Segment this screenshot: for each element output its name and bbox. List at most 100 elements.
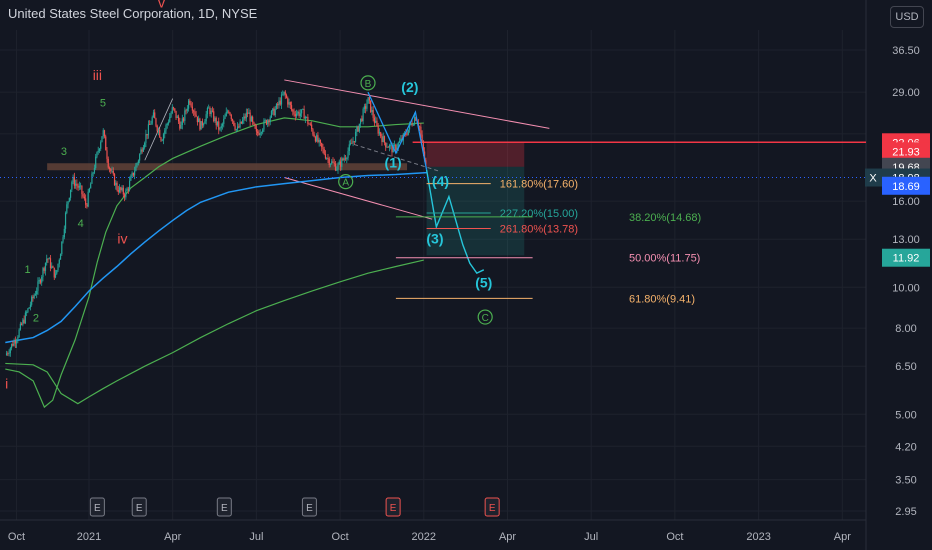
candle-body xyxy=(160,137,162,141)
candle-body xyxy=(22,319,24,325)
candle-body xyxy=(318,139,320,143)
candle-body xyxy=(225,111,227,117)
candle-body xyxy=(43,268,45,271)
candle-body xyxy=(39,280,42,283)
candle-body xyxy=(309,124,311,126)
candle-body xyxy=(322,147,324,150)
candle-body xyxy=(273,108,275,116)
candle-body xyxy=(63,228,65,238)
fib-level-label: 38.20%(14.68) xyxy=(629,212,701,224)
candle-body xyxy=(334,163,337,171)
candle-body xyxy=(295,113,298,117)
candle-body xyxy=(177,116,180,122)
candle-body xyxy=(269,117,271,123)
candle-body xyxy=(250,116,252,122)
candle-body xyxy=(13,340,15,346)
candle-body xyxy=(101,136,103,143)
candle-body xyxy=(54,273,57,278)
candle-body xyxy=(228,111,230,113)
candle-body xyxy=(62,237,64,242)
candle-body xyxy=(9,348,11,354)
wave-label: 2 xyxy=(33,312,39,324)
candle-body xyxy=(26,312,28,313)
candle-body xyxy=(383,136,386,143)
candle-body xyxy=(67,201,69,205)
candle-body xyxy=(241,119,244,124)
candle-body xyxy=(176,116,178,118)
candle-body xyxy=(393,144,396,146)
candle-body xyxy=(73,176,75,186)
candle-body xyxy=(314,136,317,142)
earnings-marker xyxy=(89,497,105,517)
candle-body xyxy=(316,135,318,142)
candle-body xyxy=(111,170,113,172)
candle-body xyxy=(142,147,145,152)
wave-label: (1) xyxy=(385,155,402,171)
candle-body xyxy=(289,102,291,106)
candle-body xyxy=(161,140,163,142)
candle-body xyxy=(72,176,74,183)
time-tick-label: 2022 xyxy=(412,531,436,543)
candle-body xyxy=(200,121,202,130)
price-tick-label: 16.00 xyxy=(892,196,920,208)
candle-body xyxy=(321,142,323,148)
candle-body xyxy=(36,290,38,295)
candle-body xyxy=(205,114,207,122)
candle-body xyxy=(351,142,353,144)
fib-level-label: 61.80%(9.41) xyxy=(629,293,695,305)
candle-body xyxy=(218,121,220,130)
candle-body xyxy=(221,123,224,126)
candle-body xyxy=(118,187,121,193)
candle-body xyxy=(52,266,54,268)
candle-body xyxy=(406,134,408,136)
earnings-marker-label: E xyxy=(221,503,228,514)
candle-body xyxy=(328,158,330,166)
candle-body xyxy=(188,100,190,109)
candle-body xyxy=(337,164,339,170)
candle-body xyxy=(370,100,372,113)
candle-body xyxy=(349,142,352,145)
candle-body xyxy=(203,123,205,126)
candle-body xyxy=(247,112,249,114)
wave-label: v xyxy=(158,0,165,11)
wave-label: (3) xyxy=(426,230,443,246)
candle-body xyxy=(421,134,423,142)
candle-body xyxy=(28,307,30,309)
candle-body xyxy=(215,117,217,126)
wave-path xyxy=(367,91,428,170)
candle-body xyxy=(279,100,281,105)
candle-body xyxy=(274,108,276,116)
candle-body xyxy=(233,120,235,126)
candle-body xyxy=(199,118,201,130)
candle-body xyxy=(7,353,9,355)
candle-body xyxy=(193,110,195,112)
candle-body xyxy=(49,258,52,268)
chart-title: United States Steel Corporation, 1D, NYS… xyxy=(8,6,258,21)
candle-body xyxy=(358,123,360,132)
candle-body xyxy=(304,116,306,119)
candle-body xyxy=(339,161,342,167)
candle-body xyxy=(400,138,402,141)
candle-body xyxy=(150,123,152,125)
candle-body xyxy=(343,158,345,160)
candle-body xyxy=(155,118,157,126)
candle-body xyxy=(147,124,150,136)
candle-body xyxy=(323,149,325,155)
candle-body xyxy=(190,103,192,107)
candle-body xyxy=(412,124,414,126)
earnings-marker xyxy=(131,497,147,517)
candle-body xyxy=(120,187,122,191)
candle-body xyxy=(224,116,226,119)
wave-label: i xyxy=(5,376,8,392)
candle-body xyxy=(134,171,136,176)
candle-body xyxy=(105,136,107,151)
candle-body xyxy=(390,144,392,146)
candle-body xyxy=(127,188,129,190)
currency-button[interactable]: USD xyxy=(890,6,924,28)
candle-body xyxy=(152,112,155,118)
candle-body xyxy=(194,111,196,115)
candle-body xyxy=(410,124,412,125)
candle-body xyxy=(348,144,350,152)
wave-label: 4 xyxy=(78,218,84,230)
